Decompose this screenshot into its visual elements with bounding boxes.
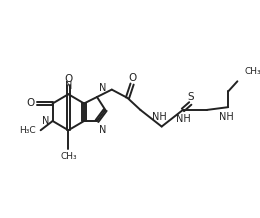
Text: N: N: [65, 80, 72, 90]
Text: CH₃: CH₃: [245, 67, 260, 76]
Text: O: O: [26, 99, 35, 109]
Text: NH: NH: [152, 112, 167, 122]
Text: CH₃: CH₃: [60, 152, 77, 161]
Text: NH: NH: [219, 112, 234, 122]
Text: N: N: [99, 83, 106, 93]
Text: NH: NH: [176, 114, 190, 124]
Text: H₃C: H₃C: [20, 126, 36, 135]
Text: N: N: [42, 116, 49, 126]
Text: O: O: [128, 73, 136, 83]
Text: O: O: [64, 73, 73, 83]
Text: S: S: [187, 92, 194, 102]
Text: N: N: [99, 125, 106, 135]
